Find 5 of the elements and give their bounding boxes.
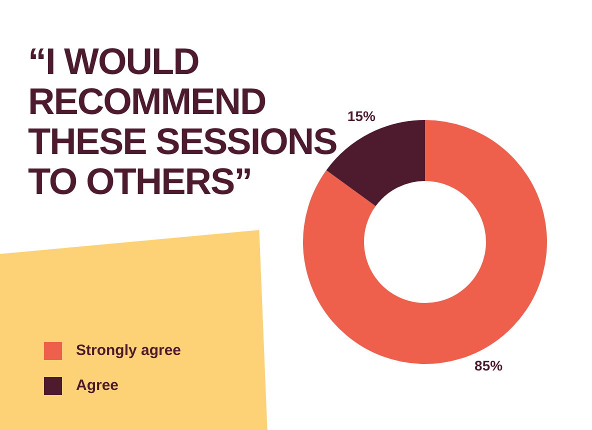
legend-label: Agree [76, 377, 119, 394]
legend-label: Strongly agree [76, 342, 182, 359]
chart-title: “I WOULD RECOMMEND THESE SESSIONS TO OTHERS” [28, 41, 337, 202]
data-label: 85% [474, 358, 504, 374]
data-label: 15% [347, 108, 376, 124]
